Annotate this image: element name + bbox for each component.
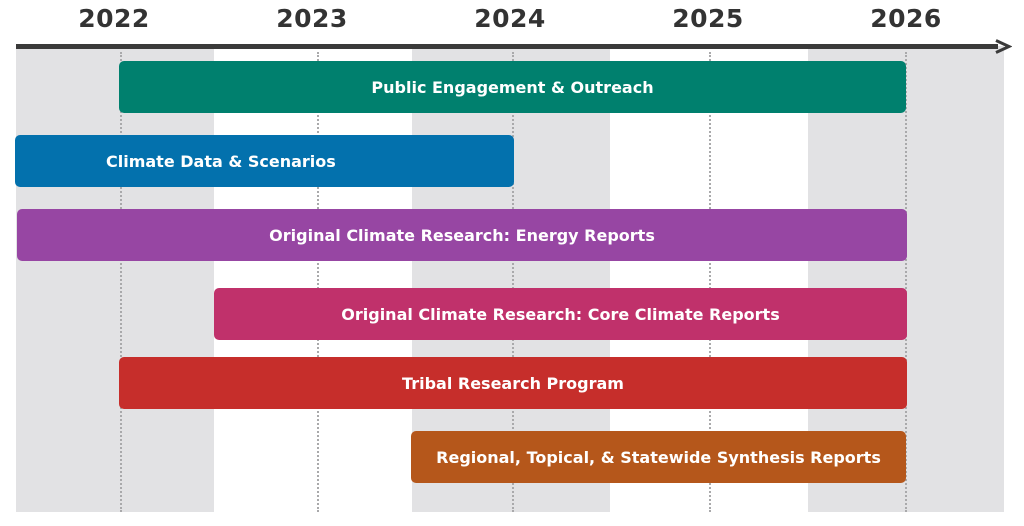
band-2023 [214,46,412,512]
gridline-2023 [317,52,319,512]
bar-core-climate-reports: Original Climate Research: Core Climate … [214,288,907,340]
bar-tribal-research: Tribal Research Program [119,357,907,409]
axis-arrow-icon [995,39,1012,54]
bar-synthesis-reports: Regional, Topical, & Statewide Synthesis… [411,431,906,483]
band-2022 [16,46,214,512]
timeline-axis [16,44,998,49]
bar-climate-data: Climate Data & Scenarios [15,135,514,187]
gridline-2022 [120,52,122,512]
year-label-2022: 2022 [78,4,150,33]
gridline-2024 [512,52,514,512]
gridline-2026 [905,52,907,512]
year-label-2025: 2025 [672,4,744,33]
bar-public-engagement: Public Engagement & Outreach [119,61,906,113]
year-label-2026: 2026 [870,4,942,33]
year-label-2023: 2023 [276,4,348,33]
year-label-2024: 2024 [474,4,546,33]
gridline-2025 [709,52,711,512]
bar-energy-reports: Original Climate Research: Energy Report… [17,209,907,261]
